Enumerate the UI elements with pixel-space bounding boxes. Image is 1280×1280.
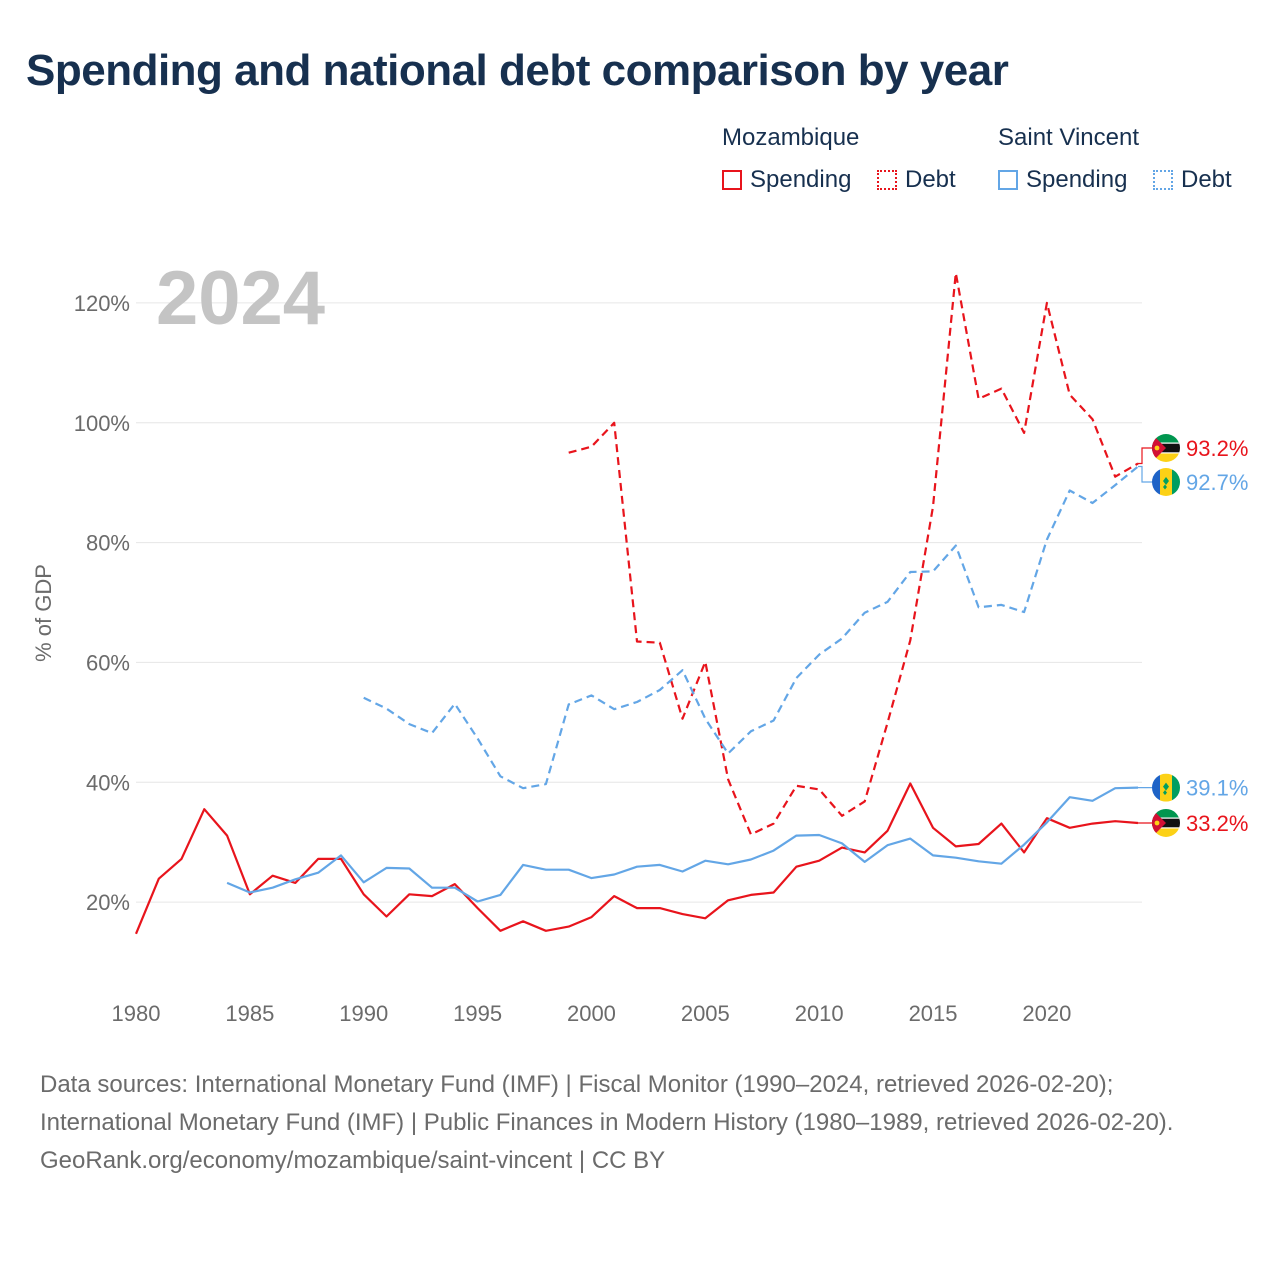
x-tick-label: 1980	[112, 1001, 161, 1026]
saint-vincent-flag-icon	[1152, 468, 1180, 497]
mozambique-flag-icon	[1152, 808, 1180, 837]
legend-label: Debt	[1181, 166, 1232, 193]
credit-link[interactable]: GeoRank.org/economy/mozambique/saint-vin…	[40, 1147, 666, 1174]
x-tick-label: 2010	[795, 1001, 844, 1026]
series-layer	[134, 271, 1139, 935]
x-tick-label: 2005	[681, 1001, 730, 1026]
end-value-label: 33.2%	[1186, 811, 1248, 836]
x-tick-label: 1985	[225, 1001, 274, 1026]
legend-item-mozambique-spending[interactable]: Spending	[722, 166, 851, 194]
end-value-label: 92.7%	[1186, 470, 1248, 495]
y-tick-label: 60%	[86, 650, 130, 675]
end-value-label: 39.1%	[1186, 776, 1248, 801]
legend-label: Debt	[905, 166, 956, 193]
legend-item-mozambique-debt[interactable]: Debt	[877, 166, 956, 194]
footer: Data sources: International Monetary Fun…	[40, 1066, 1240, 1180]
y-tick-label: 20%	[86, 890, 130, 915]
x-tick-label: 2000	[567, 1001, 616, 1026]
end-label-connector	[1138, 447, 1152, 465]
year-watermark: 2024	[156, 256, 325, 341]
chart-title: Spending and national debt comparison by…	[26, 46, 1009, 95]
legend-swatch-dotted-red	[877, 170, 897, 190]
x-tick-label: 2020	[1022, 1001, 1071, 1026]
grid-lines	[136, 302, 1142, 903]
legend-swatch-dotted-blue	[1153, 170, 1173, 190]
series-line-saint-vincent-spending	[226, 786, 1139, 903]
legend-swatch-solid-blue	[998, 170, 1018, 190]
legend-item-saint-vincent-spending[interactable]: Spending	[998, 166, 1127, 194]
line-chart: 2024 20%40%60%80%100%120% 1980 1985 1990 19…	[31, 256, 1248, 1026]
y-axis: 20% 40% 60% 80% 100% 120%	[74, 291, 130, 915]
y-tick-label: 100%	[74, 411, 130, 436]
end-value-label: 93.2%	[1186, 436, 1248, 461]
x-tick-label: 1990	[339, 1001, 388, 1026]
end-labels: 93.2% 92.7% 39.1% 33.2%	[1138, 434, 1248, 837]
end-label-connector	[1138, 465, 1152, 483]
y-tick-label: 80%	[86, 531, 130, 556]
legend-swatch-solid-red	[722, 170, 742, 190]
legend-label: Spending	[1026, 166, 1128, 193]
x-tick-label: 1995	[453, 1001, 502, 1026]
x-axis: 1980 1985 1990 1995 2000 2005 2010 2015 2020	[112, 1001, 1072, 1026]
data-sources: Data sources: International Monetary Fun…	[40, 1071, 1174, 1136]
series-line-saint-vincent-debt	[363, 465, 1139, 790]
y-axis-title: % of GDP	[31, 564, 56, 662]
series-line-mozambique-debt	[568, 271, 1139, 836]
legend-group-mozambique: Mozambique	[722, 124, 860, 151]
series-line-mozambique-spending	[134, 782, 1139, 935]
x-tick-label: 2015	[909, 1001, 958, 1026]
legend-label: Spending	[750, 166, 852, 193]
y-tick-label: 40%	[86, 770, 130, 795]
saint-vincent-flag-icon	[1152, 773, 1180, 802]
y-tick-label: 120%	[74, 291, 130, 316]
mozambique-flag-icon	[1152, 434, 1180, 463]
legend-group-saint-vincent: Saint Vincent	[998, 124, 1139, 151]
legend-item-saint-vincent-debt[interactable]: Debt	[1153, 166, 1232, 194]
